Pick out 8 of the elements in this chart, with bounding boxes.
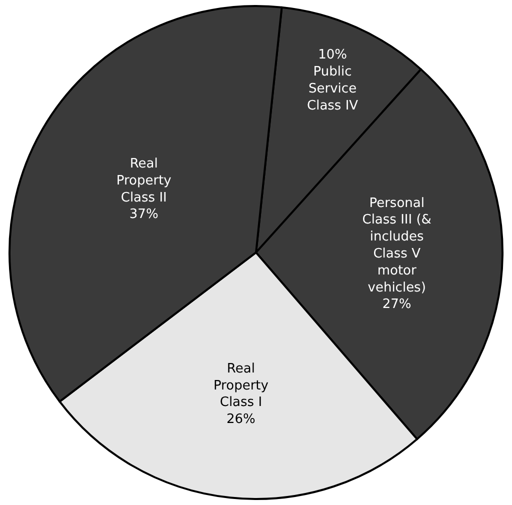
slice-label: Real Property Class II xyxy=(116,156,172,206)
slice-label: Real Property Class I xyxy=(213,361,269,410)
data-label: 27% xyxy=(382,297,412,312)
slice-label: Public Service Class IV xyxy=(307,64,358,114)
slice-label: Personal Class III (& includes Class V motor vehicles) xyxy=(362,196,432,296)
data-label: 37% xyxy=(129,207,158,222)
data-label: 10% xyxy=(318,48,347,63)
data-label: 26% xyxy=(226,412,256,428)
